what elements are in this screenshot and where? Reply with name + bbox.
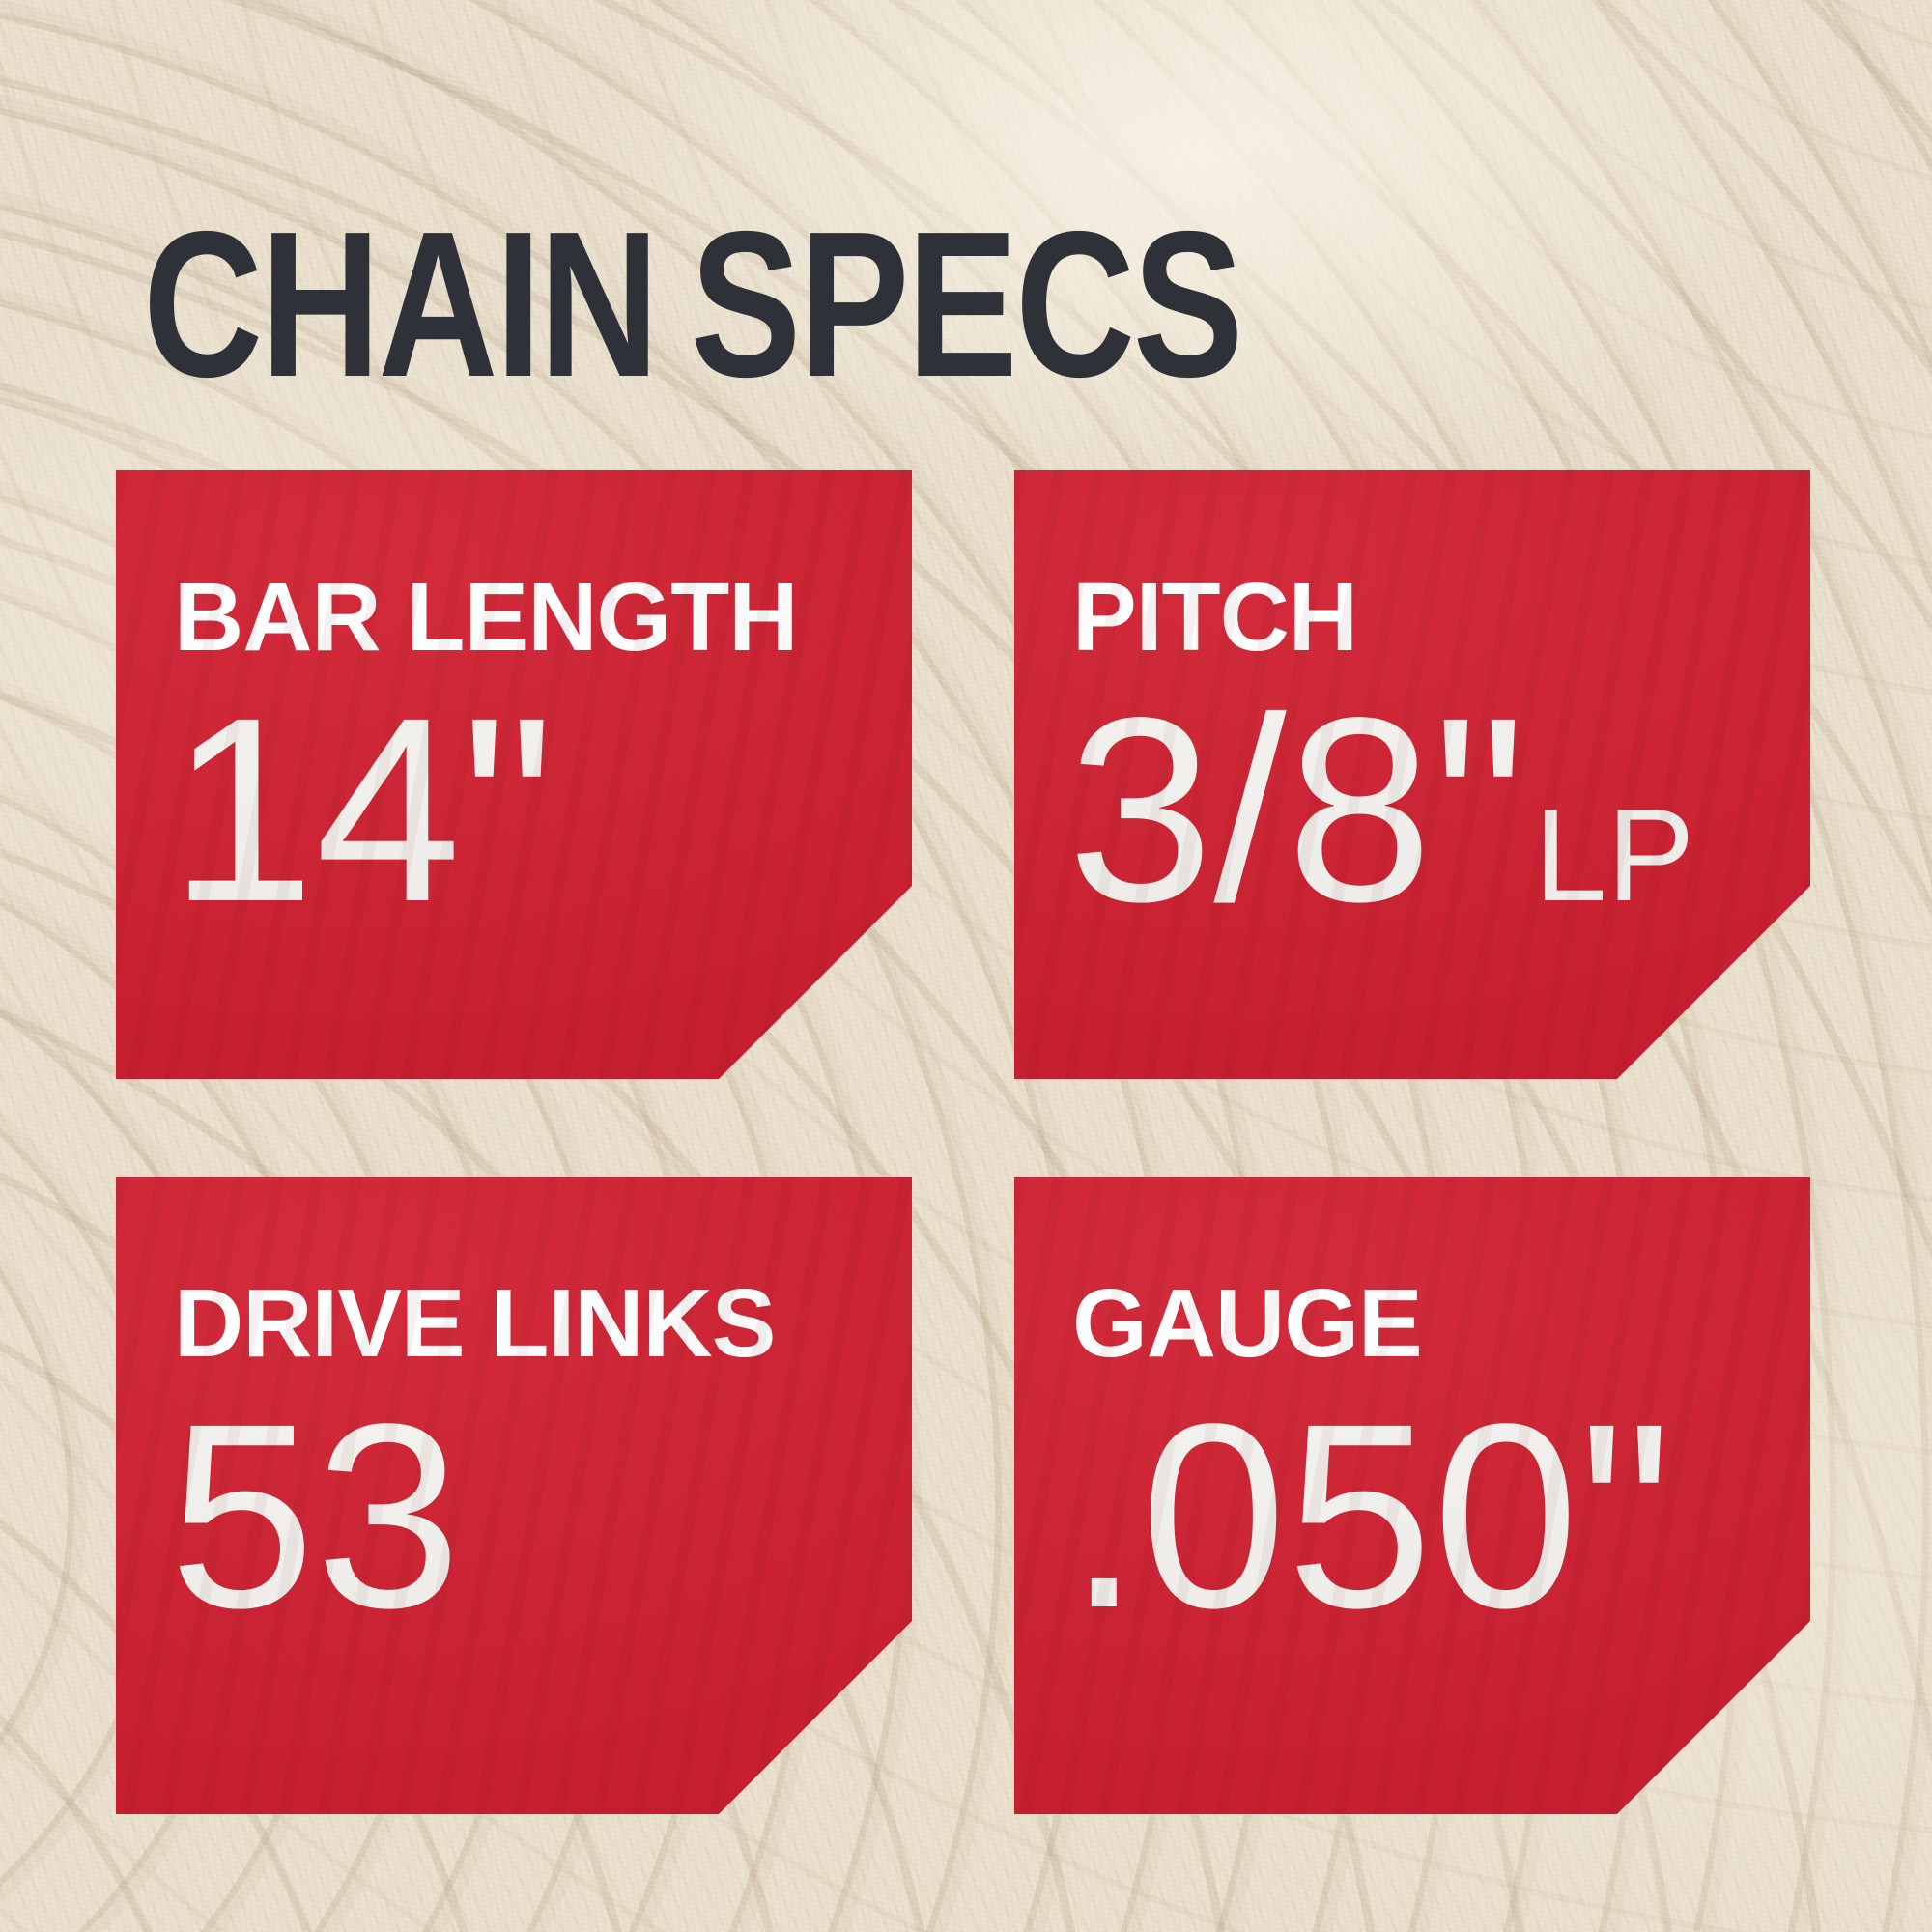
spec-value-bar-length: 14" — [169, 678, 562, 941]
spec-card-drive-links: DRIVE LINKS 53 — [116, 1177, 912, 1814]
spec-label-pitch: PITCH — [1072, 563, 1357, 671]
spec-value-text: 14" — [169, 663, 555, 956]
spec-value-text: 3/8" — [1067, 663, 1526, 956]
page-title: CHAIN SPECS — [143, 187, 1243, 420]
spec-card-pitch: PITCH 3/8"LP — [1014, 470, 1810, 1079]
spec-label-drive-links: DRIVE LINKS — [174, 1269, 776, 1378]
spec-label-gauge: GAUGE — [1072, 1269, 1422, 1378]
spec-value-text: .050" — [1067, 1369, 1672, 1662]
spec-value-text: 53 — [169, 1369, 462, 1662]
spec-card-bar-length: BAR LENGTH 14" — [116, 470, 912, 1079]
spec-label-bar-length: BAR LENGTH — [174, 563, 798, 671]
spec-value-gauge: .050" — [1067, 1384, 1680, 1647]
spec-card-gauge: GAUGE .050" — [1014, 1177, 1810, 1814]
spec-value-suffix: LP — [1533, 781, 1695, 928]
spec-value-drive-links: 53 — [169, 1384, 469, 1647]
spec-value-pitch: 3/8"LP — [1067, 678, 1694, 941]
